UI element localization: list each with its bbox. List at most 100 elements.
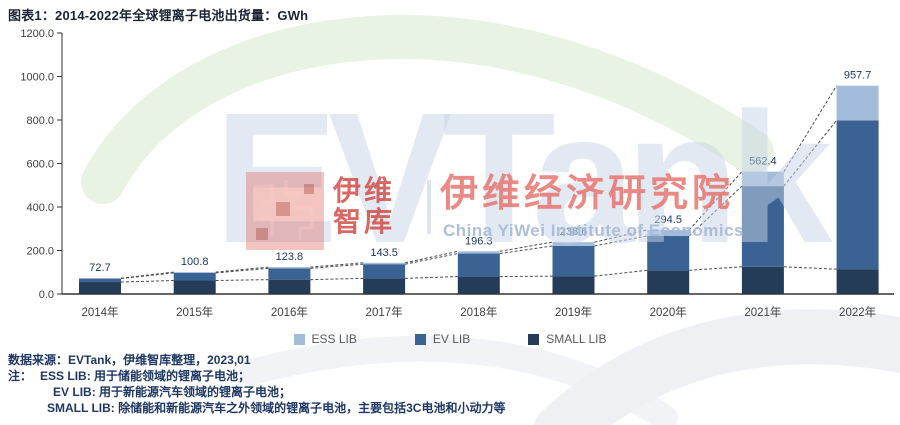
series-line <box>594 235 648 247</box>
y-tick-label: 600.0 <box>26 159 54 171</box>
legend-label: ESS LIB <box>311 332 357 346</box>
legend-label: EV LIB <box>432 332 471 346</box>
institute-name-cn-watermark: 伊维经济研究院 <box>440 173 735 215</box>
y-tick-label: 800.0 <box>26 115 54 127</box>
bar-segment-2019年-ev-lib <box>552 245 595 277</box>
bar-segment-2017年-ev-lib <box>363 264 406 279</box>
note-line: SMALL LIB: 除储能和新能源汽车之外领域的锂离子电池，主要包括3C电池和… <box>47 401 506 415</box>
bar-segment-2017年-ess-lib <box>363 262 406 265</box>
bar-total-label: 143.5 <box>370 247 398 259</box>
bar-segment-2017年-small-lib <box>363 278 406 294</box>
bar-segment-2015年-ev-lib <box>173 272 216 281</box>
series-line <box>310 263 364 269</box>
bar-segment-2019年-small-lib <box>552 276 595 294</box>
note-line: EV LIB: 用于新能源汽车领域的锂离子电池； <box>53 385 292 399</box>
bar-total-label: 562.4 <box>749 156 777 168</box>
bar-total-label: 100.8 <box>181 256 209 268</box>
series-line <box>499 245 553 255</box>
gray-swoosh-right <box>533 309 900 425</box>
x-tick-label: 2015年 <box>176 305 213 319</box>
series-line <box>120 272 174 280</box>
legend-swatch <box>414 333 426 345</box>
chart-legend: ESS LIB EV LIB SMALL LIB <box>0 332 900 346</box>
bar-segment-2020年-ess-lib <box>647 229 690 236</box>
bar-segment-2018年-ev-lib <box>457 253 500 277</box>
series-line <box>310 277 364 281</box>
bar-segment-2022年-ev-lib <box>836 120 879 270</box>
series-line <box>120 280 174 283</box>
x-tick-label: 2014年 <box>81 305 118 319</box>
note-line: ESS LIB: 用于储能领域的锂离子电池； <box>40 369 251 383</box>
bar-segment-2022年-small-lib <box>836 269 879 294</box>
note-lines: ESS LIB: 用于储能领域的锂离子电池； EV LIB: 用于新能源汽车领域的… <box>40 368 505 416</box>
legend-item-ev-lib: EV LIB <box>414 332 471 346</box>
series-line <box>120 271 174 279</box>
bar-segment-2016年-small-lib <box>268 279 311 294</box>
y-tick-label: 200.0 <box>26 246 54 258</box>
y-tick-label: 1000.0 <box>20 72 54 84</box>
bar-segment-2016年-ess-lib <box>268 267 311 269</box>
x-tick-label: 2021年 <box>744 305 781 319</box>
bar-total-label: 238.6 <box>560 226 588 238</box>
bar-segment-2015年-small-lib <box>173 280 216 294</box>
logo-text-line2: 智库 <box>333 206 396 237</box>
series-line <box>689 266 742 271</box>
bar-segment-2019年-ess-lib <box>552 242 595 246</box>
bar-total-label: 72.7 <box>89 262 110 274</box>
bar-segment-2014年-small-lib <box>79 282 121 294</box>
x-tick-label: 2018年 <box>460 305 497 319</box>
bar-segment-2022年-ess-lib <box>836 85 879 121</box>
legend-label: SMALL LIB <box>546 332 607 346</box>
legend-swatch <box>293 333 305 345</box>
x-tick-label: 2016年 <box>271 305 308 319</box>
bar-segment-2014年-ev-lib <box>79 278 121 283</box>
bar-total-label: 196.3 <box>465 235 493 247</box>
y-tick-label: 1200.0 <box>20 28 54 40</box>
bar-total-label: 294.5 <box>654 214 682 226</box>
legend-item-small-lib: SMALL LIB <box>528 332 606 346</box>
series-line <box>405 276 458 279</box>
series-line <box>783 85 838 172</box>
bar-segment-2020年-ev-lib <box>647 235 690 271</box>
bar-segment-2016年-ev-lib <box>268 268 311 280</box>
footer: 数据来源：EVTank，伊维智库整理，2023,01 注： ESS LIB: 用… <box>8 352 505 416</box>
chart-title: 图表1：2014-2022年全球锂离子电池出货量：GWh <box>8 8 309 23</box>
series-line <box>783 120 837 187</box>
bar-segment-2021年-ev-lib <box>741 186 784 267</box>
legend-item-ess-lib: ESS LIB <box>293 332 357 346</box>
note-label: 注： <box>8 369 33 383</box>
y-tick-label: 0.0 <box>39 289 54 301</box>
series-line <box>688 171 743 231</box>
series-line <box>594 229 648 243</box>
series-line <box>405 253 458 265</box>
yiwei-logo-mark <box>246 172 324 250</box>
x-tick-label: 2020年 <box>650 305 687 319</box>
data-source-line: 数据来源：EVTank，伊维智库整理，2023,01 <box>8 353 251 367</box>
series-line <box>404 250 458 264</box>
logo-divider <box>427 180 431 234</box>
bar-segment-2021年-small-lib <box>741 266 784 294</box>
series-line <box>215 279 269 282</box>
series-line <box>310 262 364 268</box>
green-swoosh <box>81 15 774 204</box>
bar-total-label: 123.8 <box>276 251 304 263</box>
bar-segment-2020年-small-lib <box>647 270 690 294</box>
series-line <box>783 266 837 270</box>
logo-text-line1: 伊维 <box>333 175 396 206</box>
yiwei-thinktank-watermark: 伊维 智库 <box>333 175 395 237</box>
x-tick-label: 2019年 <box>555 305 592 319</box>
bar-total-label: 957.7 <box>844 70 872 82</box>
bar-segment-2018年-ess-lib <box>457 251 500 254</box>
institute-name-en-watermark: China YiWei Institute of Economics <box>443 221 745 240</box>
series-line <box>688 185 743 237</box>
y-tick-label: 400.0 <box>26 202 54 214</box>
x-tick-label: 2022年 <box>839 305 876 319</box>
bar-segment-2015年-ess-lib <box>173 272 216 273</box>
series-line <box>499 241 553 252</box>
series-line <box>594 269 648 277</box>
bar-segment-2021年-ess-lib <box>741 171 784 187</box>
chart: 0.0 200.0 400.0 600.0 800.0 1000.0 1200.0 2014年… <box>20 28 894 319</box>
legend-swatch <box>528 333 540 345</box>
